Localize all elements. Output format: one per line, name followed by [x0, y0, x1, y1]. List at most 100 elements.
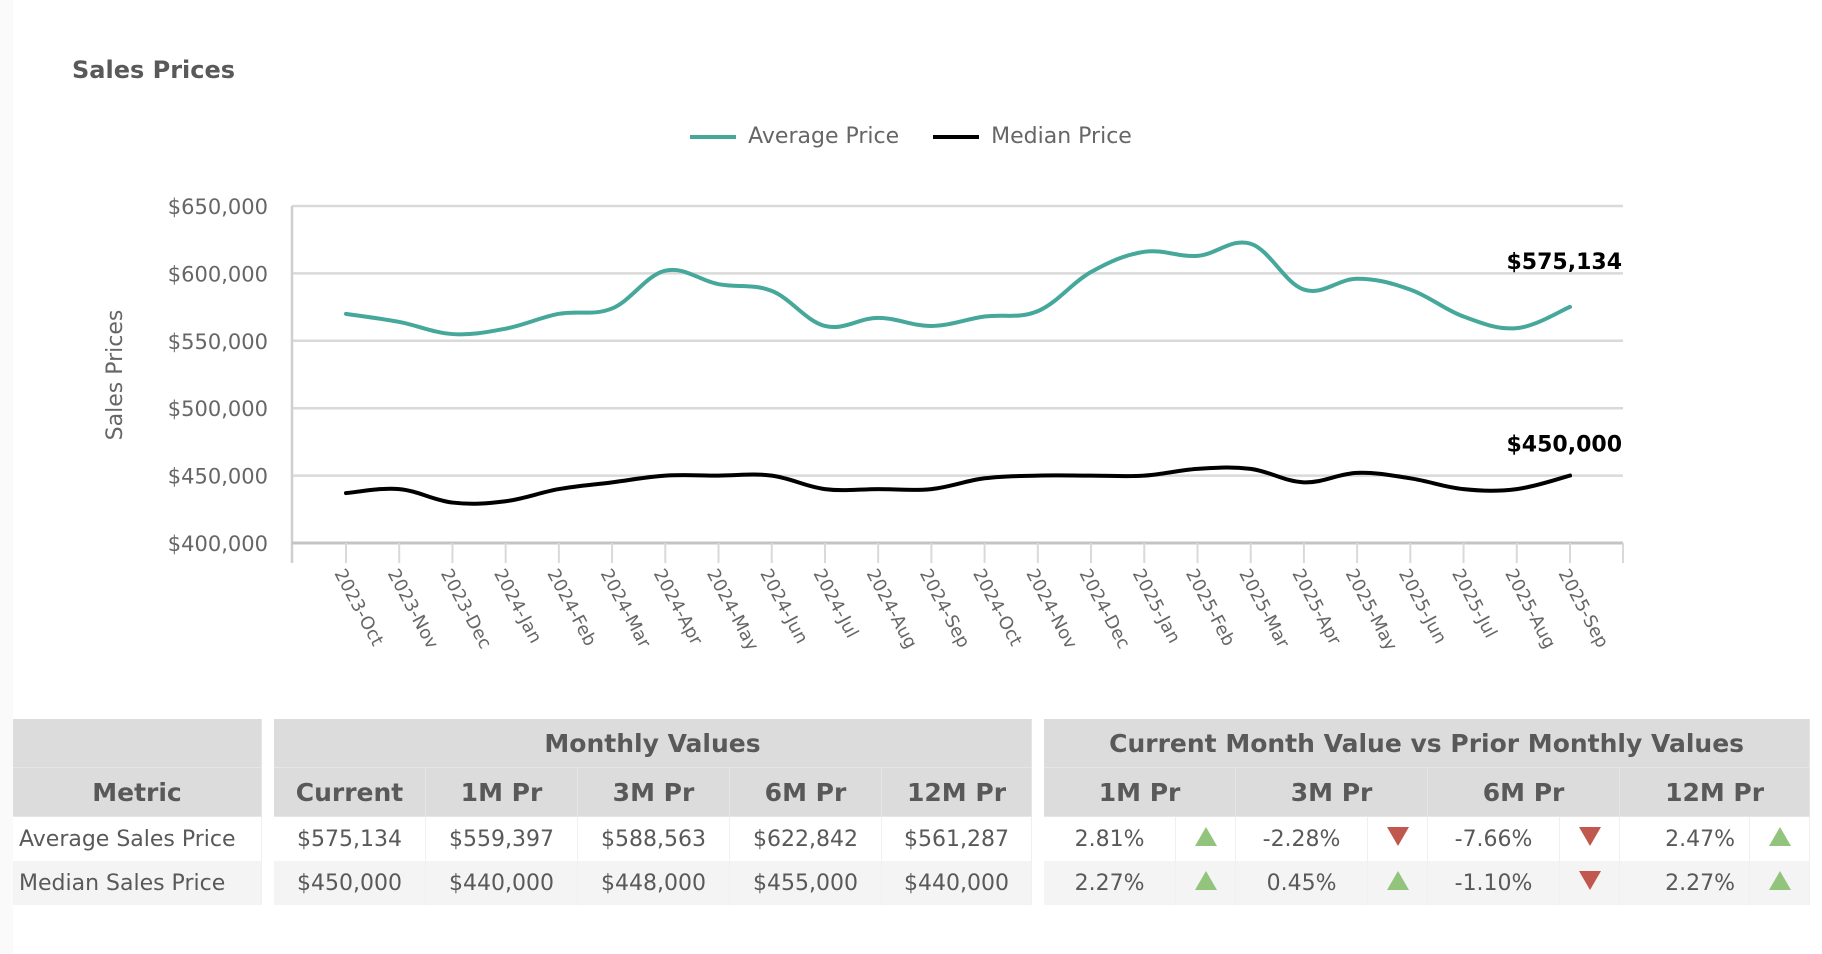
- value-3m-prior: $588,563: [578, 817, 730, 861]
- value-6m-prior: $622,842: [730, 817, 882, 861]
- col-6m-prior[interactable]: 6M Pr: [730, 768, 882, 817]
- col-compare-12m[interactable]: 12M Pr: [1620, 768, 1811, 817]
- line-chart: $400,000 $450,000 $500,000 $550,000 $600,000…: [103, 195, 1624, 655]
- chart-title: Sales Prices: [72, 56, 236, 84]
- x-tick-label: 2025-Jul: [1447, 565, 1501, 641]
- triangle-up-icon: [1194, 826, 1217, 846]
- x-tick-label: 2025-May: [1341, 565, 1402, 654]
- value-6m-prior: $455,000: [730, 861, 882, 905]
- average-end-label: $575,134: [1506, 250, 1622, 275]
- legend-label-average: Average Price: [748, 124, 900, 149]
- x-tick-label: 2024-Feb: [542, 565, 600, 649]
- x-tick-label: 2025-Jun: [1394, 565, 1451, 647]
- x-tick-label: 2025-Feb: [1181, 565, 1239, 649]
- col-current[interactable]: Current: [274, 768, 426, 817]
- legend-label-median: Median Price: [991, 124, 1132, 149]
- x-tick-label: 2023-Nov: [383, 565, 443, 652]
- col-compare-1m[interactable]: 1M Pr: [1044, 768, 1237, 817]
- value-1m-prior: $440,000: [426, 861, 578, 905]
- table-row: Median Sales Price $450,000 $440,000 $44…: [13, 861, 1811, 905]
- col-compare-6m[interactable]: 6M Pr: [1428, 768, 1621, 817]
- x-tick-label: 2024-Apr: [649, 565, 707, 649]
- pct-3m: 0.45%: [1236, 861, 1369, 905]
- pct-1m: 2.81%: [1044, 817, 1177, 861]
- y-tick-label: $550,000: [168, 330, 268, 354]
- y-tick-label: $500,000: [168, 397, 268, 421]
- x-tick-label: 2024-Oct: [968, 565, 1026, 649]
- y-tick-label: $650,000: [168, 195, 268, 219]
- compare-values-header: Current Month Value vs Prior Monthly Val…: [1044, 719, 1811, 768]
- legend-swatch-median: [933, 134, 980, 139]
- trend-indicator: [1750, 861, 1811, 905]
- legend-item-median[interactable]: Median Price: [933, 124, 1132, 149]
- trend-indicator: [1176, 817, 1237, 861]
- x-tick-label: 2024-Jun: [755, 565, 812, 647]
- median-end-label: $450,000: [1506, 433, 1622, 458]
- pct-12m: 2.47%: [1620, 817, 1751, 861]
- trend-indicator: [1560, 861, 1621, 905]
- median-price-line[interactable]: [344, 465, 1572, 506]
- triangle-up-icon: [1768, 826, 1791, 846]
- x-tick-label: 2025-Aug: [1500, 565, 1559, 652]
- x-tick-label: 2024-Jul: [809, 565, 863, 641]
- series: [344, 240, 1572, 506]
- pct-6m: -1.10%: [1428, 861, 1561, 905]
- value-3m-prior: $448,000: [578, 861, 730, 905]
- x-tick-label: 2024-Aug: [862, 565, 921, 652]
- y-axis-label: Sales Prices: [103, 310, 128, 441]
- triangle-up-icon: [1768, 870, 1791, 890]
- value-12m-prior: $440,000: [882, 861, 1033, 905]
- x-tick-label: 2023-Oct: [330, 565, 388, 649]
- x-tick-label: 2024-May: [702, 565, 763, 654]
- x-tick-label: 2025-Apr: [1287, 565, 1345, 649]
- value-12m-prior: $561,287: [882, 817, 1033, 861]
- legend-swatch-average: [690, 134, 737, 139]
- axes: $400,000 $450,000 $500,000 $550,000 $600,000…: [168, 195, 1624, 655]
- triangle-up-icon: [1386, 870, 1409, 890]
- trend-indicator: [1176, 861, 1237, 905]
- monthly-values-header: Monthly Values: [274, 719, 1033, 768]
- trend-indicator: [1368, 861, 1429, 905]
- triangle-down-icon: [1386, 826, 1409, 846]
- left-border: [0, 0, 13, 954]
- table-row: Average Sales Price $575,134 $559,397 $5…: [13, 817, 1811, 861]
- trend-indicator: [1750, 817, 1811, 861]
- y-tick-label: $600,000: [168, 262, 268, 286]
- y-tick-label: $400,000: [168, 532, 268, 556]
- x-tick-label: 2025-Sep: [1554, 565, 1613, 651]
- triangle-down-icon: [1578, 870, 1601, 890]
- pct-3m: -2.28%: [1236, 817, 1369, 861]
- metric-column-header[interactable]: Metric: [13, 768, 262, 817]
- metric-group-header: [13, 719, 262, 768]
- data-labels: $575,134 $450,000: [1506, 250, 1622, 458]
- x-tick-label: 2025-Jan: [1128, 565, 1185, 646]
- metric-name: Average Sales Price: [13, 817, 262, 861]
- trend-indicator: [1368, 817, 1429, 861]
- x-tick-label: 2024-Dec: [1075, 565, 1134, 652]
- x-tick-label: 2025-Mar: [1234, 565, 1293, 652]
- col-1m-prior[interactable]: 1M Pr: [426, 768, 578, 817]
- col-12m-prior[interactable]: 12M Pr: [882, 768, 1033, 817]
- triangle-up-icon: [1194, 870, 1217, 890]
- x-tick-label: 2024-Nov: [1021, 565, 1081, 652]
- pct-1m: 2.27%: [1044, 861, 1177, 905]
- x-tick-label: 2024-Mar: [596, 565, 655, 652]
- x-tick-label: 2023-Dec: [436, 565, 495, 652]
- col-3m-prior[interactable]: 3M Pr: [578, 768, 730, 817]
- x-tick-label: 2024-Sep: [915, 565, 974, 651]
- sales-price-table: Monthly Values Current Month Value vs Pr…: [13, 719, 1811, 905]
- legend-item-average[interactable]: Average Price: [690, 124, 899, 149]
- pct-6m: -7.66%: [1428, 817, 1561, 861]
- col-compare-3m[interactable]: 3M Pr: [1236, 768, 1429, 817]
- value-current: $575,134: [274, 817, 426, 861]
- gridlines: [292, 204, 1623, 477]
- metric-name: Median Sales Price: [13, 861, 262, 905]
- triangle-down-icon: [1578, 826, 1601, 846]
- trend-indicator: [1560, 817, 1621, 861]
- x-tick-label: 2024-Jan: [489, 565, 546, 646]
- y-tick-label: $450,000: [168, 465, 268, 489]
- pct-12m: 2.27%: [1620, 861, 1751, 905]
- chart-legend: Average Price Median Price: [0, 124, 1822, 149]
- value-1m-prior: $559,397: [426, 817, 578, 861]
- average-price-line[interactable]: [344, 240, 1572, 337]
